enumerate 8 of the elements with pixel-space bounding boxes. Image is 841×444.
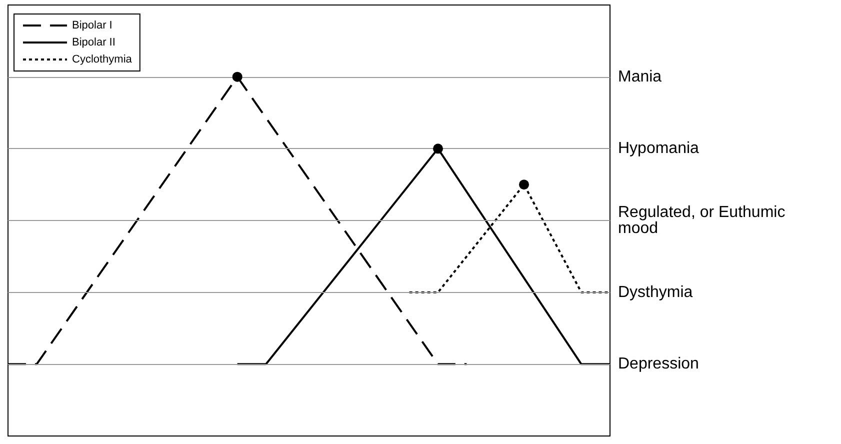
legend-label: Bipolar I [72,20,112,32]
legend-label: Cyclothymia [72,54,133,66]
ref-line-label: Depression [618,356,699,373]
ref-line-label: Hypomania [618,140,700,158]
ref-line-label: Dysthymia [618,284,693,301]
ref-line-label: Regulated, or Euthumic mood [618,204,790,237]
ref-line-label: Mania [618,68,662,86]
legend-label: Bipolar II [72,36,116,48]
